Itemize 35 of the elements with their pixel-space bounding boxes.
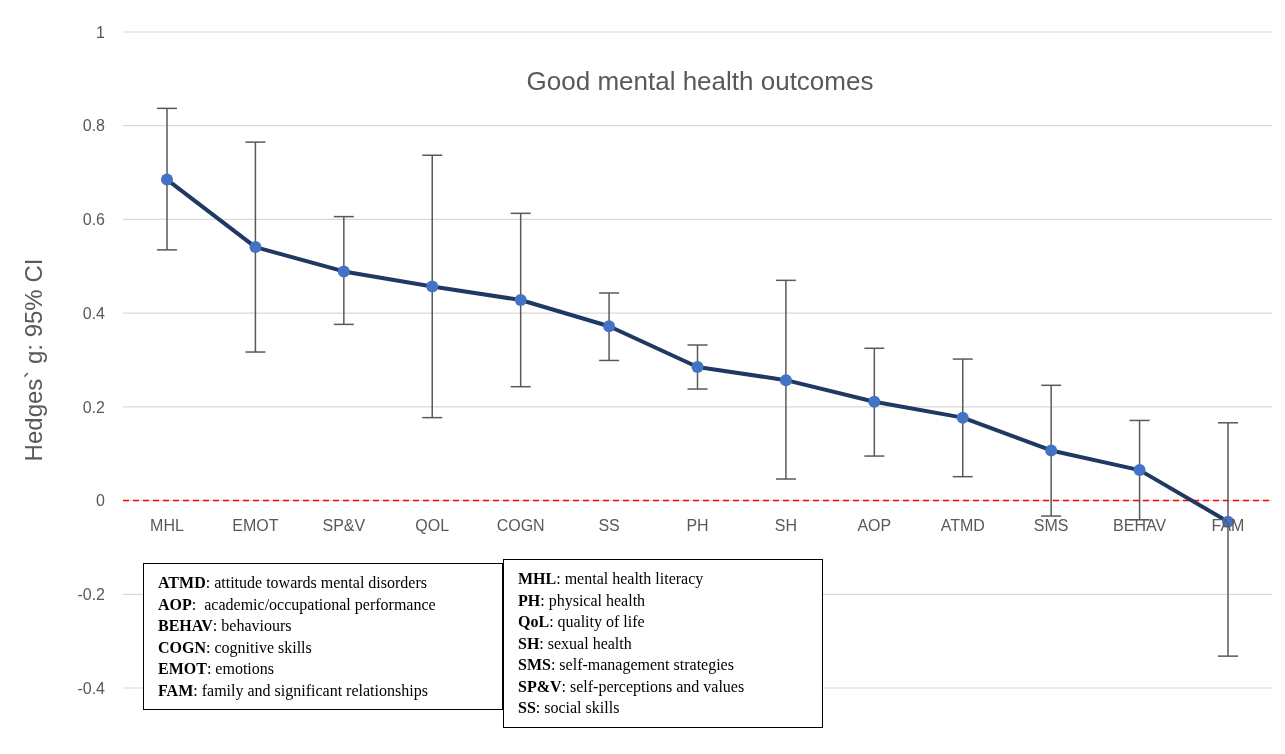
x-tick-label: SS (598, 517, 620, 535)
x-tick-label: ATMD (940, 517, 985, 535)
annotation: SH: sexual health (518, 633, 633, 654)
annotation: COGN: cognitive skills (158, 637, 313, 658)
x-tick-label: SP&V (322, 517, 366, 535)
y-tick-label: 0.2 (82, 398, 106, 416)
y-axis-title: Hedges` g: 95% CI (19, 258, 47, 462)
annotation: ATMD: attitude towards mental disorders (158, 573, 428, 593)
y-tick-label: 0.4 (82, 304, 106, 322)
x-tick-label: QOL (415, 517, 450, 535)
text: SS: social skills (518, 699, 620, 716)
annotation: SP&V: self-perceptions and values (518, 676, 746, 697)
x-tick-label: AOP (857, 517, 892, 535)
x-tick-label: SH (774, 517, 798, 535)
annotation: SMS: self-management strategies (518, 655, 735, 676)
y-tick-label: 0.6 (82, 211, 106, 229)
annotation: AOP: academic/occupational performance (158, 594, 437, 615)
x-tick-label: COGN (496, 517, 545, 535)
annotation: FAM: family and significant relationships (158, 680, 429, 701)
x-tick-label: BEHAV (1113, 517, 1167, 535)
annotation: MHL: mental health literacy (518, 569, 705, 590)
x-tick-label: MHL (150, 517, 184, 535)
annotation: BEHAV: behaviours (158, 616, 293, 636)
annotation: EMOT: emotions (158, 659, 275, 679)
x-tick-label: SMS (1033, 517, 1069, 535)
y-tick-label: 1 (96, 23, 106, 41)
y-tick-label: 0.8 (82, 117, 106, 135)
y-tick-label: -0.4 (77, 679, 106, 697)
x-tick-label: EMOT (232, 517, 279, 535)
y-tick-label: -0.2 (77, 585, 106, 603)
text: Good mental health outcomes (525, 66, 875, 97)
x-tick-label: PH (686, 517, 709, 535)
y-tick-label: 0 (96, 492, 106, 510)
annotation: PH: physical health (518, 590, 647, 611)
annotation: QoL: quality of life (518, 612, 646, 633)
